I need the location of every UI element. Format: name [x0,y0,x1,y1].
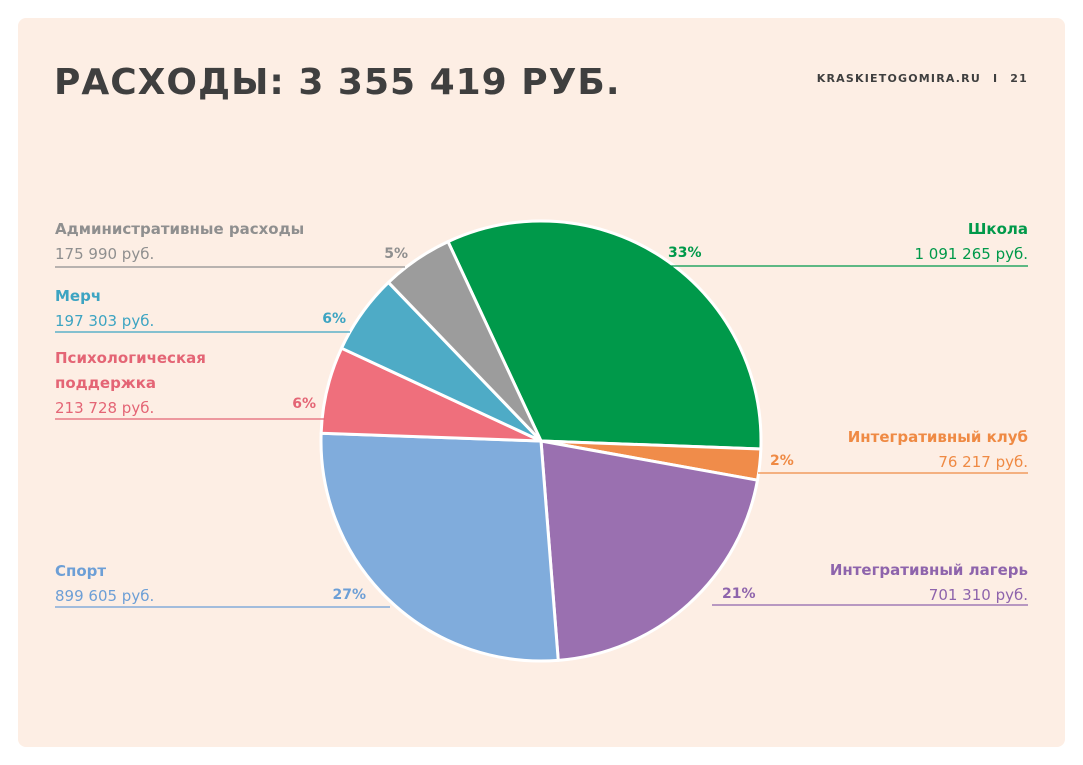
slice-percent: 6% [292,396,316,412]
slice-label-1: Интегративный клуб 76 217 руб. 2% [758,428,1028,474]
slice-label-3: Спорт 899 605 руб. 27% [55,562,390,608]
slice-name: поддержка [55,374,156,392]
slice-amount: 213 728 руб. [55,399,154,417]
slice-name: Интегративный клуб [848,428,1028,446]
pie-slice-2 [539,439,759,662]
slice-amount: 701 310 руб. [929,586,1028,604]
slice-percent: 5% [384,246,408,262]
pie-slice-6 [387,240,543,443]
slice-name: Мерч [55,287,101,305]
slice-label-4: Психологическая поддержка 213 728 руб. 6% [55,349,325,420]
header-separator: I [992,72,999,85]
slice-amount: 197 303 руб. [55,312,154,330]
slice-name: Интегративный лагерь [830,561,1028,579]
slice-label-2: Интегративный лагерь 701 310 руб. 21% [712,561,1028,606]
slice-amount: 175 990 руб. [55,245,154,263]
slice-percent: 2% [770,453,794,469]
slice-name: Административные расходы [55,220,304,238]
pie-slice-3 [319,431,560,663]
slice-percent: 21% [722,586,756,602]
slice-amount: 76 217 руб. [938,453,1028,471]
slice-name: Спорт [55,562,106,580]
slice-percent: 27% [332,587,366,603]
page-number: 21 [1010,72,1028,85]
slice-percent: 6% [322,311,346,327]
page-title: РАСХОДЫ: 3 355 419 РУБ. [54,62,621,103]
slice-amount: 899 605 руб. [55,587,154,605]
slice-amount: 1 091 265 руб. [914,245,1028,263]
slice-percent: 33% [668,245,702,261]
slice-name: Психологическая [55,349,206,367]
slice-label-6: Административные расходы 175 990 руб. 5% [55,220,408,268]
slice-name: Школа [968,220,1028,238]
slice-label-5: Мерч 197 303 руб. 6% [55,287,350,333]
slice-label-0: Школа 1 091 265 руб. 33% [668,220,1028,267]
pie-slice-0 [446,219,763,451]
page-header-info: KRASKIETOGOMIRA.RU I 21 [817,72,1028,85]
site-link[interactable]: KRASKIETOGOMIRA.RU [816,72,981,85]
pie-slices [319,219,763,663]
